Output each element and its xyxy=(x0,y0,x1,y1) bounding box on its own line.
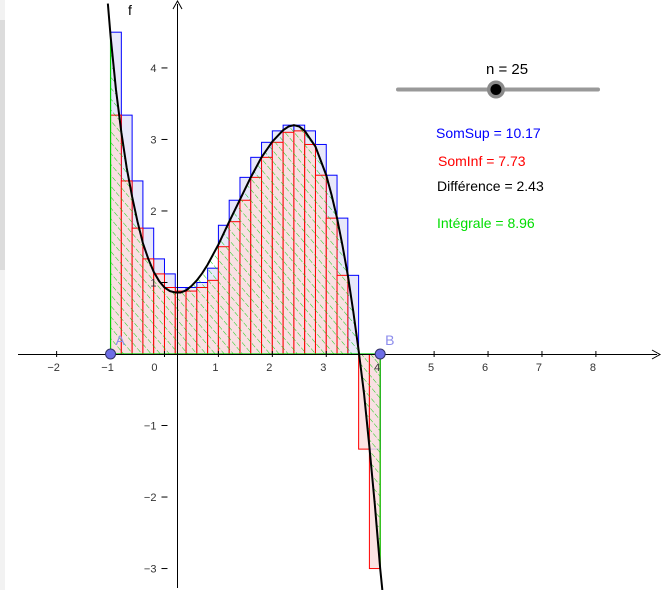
somsup-text: SomSup = 10.17 xyxy=(436,125,541,141)
x-tick-label: 1 xyxy=(212,362,218,374)
y-tick-label: 2 xyxy=(150,206,156,218)
slider-knob-center[interactable] xyxy=(490,84,502,95)
x-axis-arrow xyxy=(651,349,662,360)
point-label-a: A xyxy=(116,332,126,348)
axes xyxy=(18,0,662,588)
y-tick-label: 4 xyxy=(150,63,156,75)
y-tick-label: −1 xyxy=(144,421,157,433)
y-tick-label: 3 xyxy=(150,134,156,146)
difference-text: Différence = 2.43 xyxy=(437,178,544,194)
x-tick-label: 7 xyxy=(536,362,542,374)
y-tick-group: 4 3 2 1 −1 −2 −3 xyxy=(144,63,168,576)
x-tick-label: −1 xyxy=(101,362,114,374)
x-tick-label: 6 xyxy=(482,362,488,374)
point-b[interactable] xyxy=(374,348,386,360)
x-tick-label: 4 xyxy=(374,362,380,374)
integrale-text: Intégrale = 8.96 xyxy=(437,215,535,231)
left-scrollbar[interactable] xyxy=(0,0,5,590)
x-tick-label: 0 xyxy=(151,362,157,374)
integral-area xyxy=(109,35,381,569)
y-tick-label: 1 xyxy=(150,277,156,289)
y-tick-label: −2 xyxy=(144,492,157,504)
y-axis-arrow xyxy=(172,0,183,10)
point-a[interactable] xyxy=(105,348,117,360)
x-tick-label: 8 xyxy=(590,362,596,374)
x-tick-label: 5 xyxy=(428,362,434,374)
x-tick-label: 3 xyxy=(320,362,326,374)
left-scrollbar-thumb[interactable] xyxy=(0,20,5,270)
x-tick-label: 2 xyxy=(266,362,272,374)
point-label-b: B xyxy=(385,332,394,348)
function-curve xyxy=(106,3,384,590)
x-tick-label: −2 xyxy=(47,362,60,374)
integral-hatch-fills xyxy=(109,35,381,569)
x-tick-group: −2 −1 0 1 2 3 4 5 6 7 8 xyxy=(47,351,597,374)
function-label: f xyxy=(128,2,132,18)
n-slider[interactable]: n = 25 xyxy=(396,61,600,99)
sominf-text: SomInf = 7.73 xyxy=(438,153,526,169)
y-tick-label: −3 xyxy=(144,564,157,576)
slider-label: n = 25 xyxy=(486,61,528,78)
